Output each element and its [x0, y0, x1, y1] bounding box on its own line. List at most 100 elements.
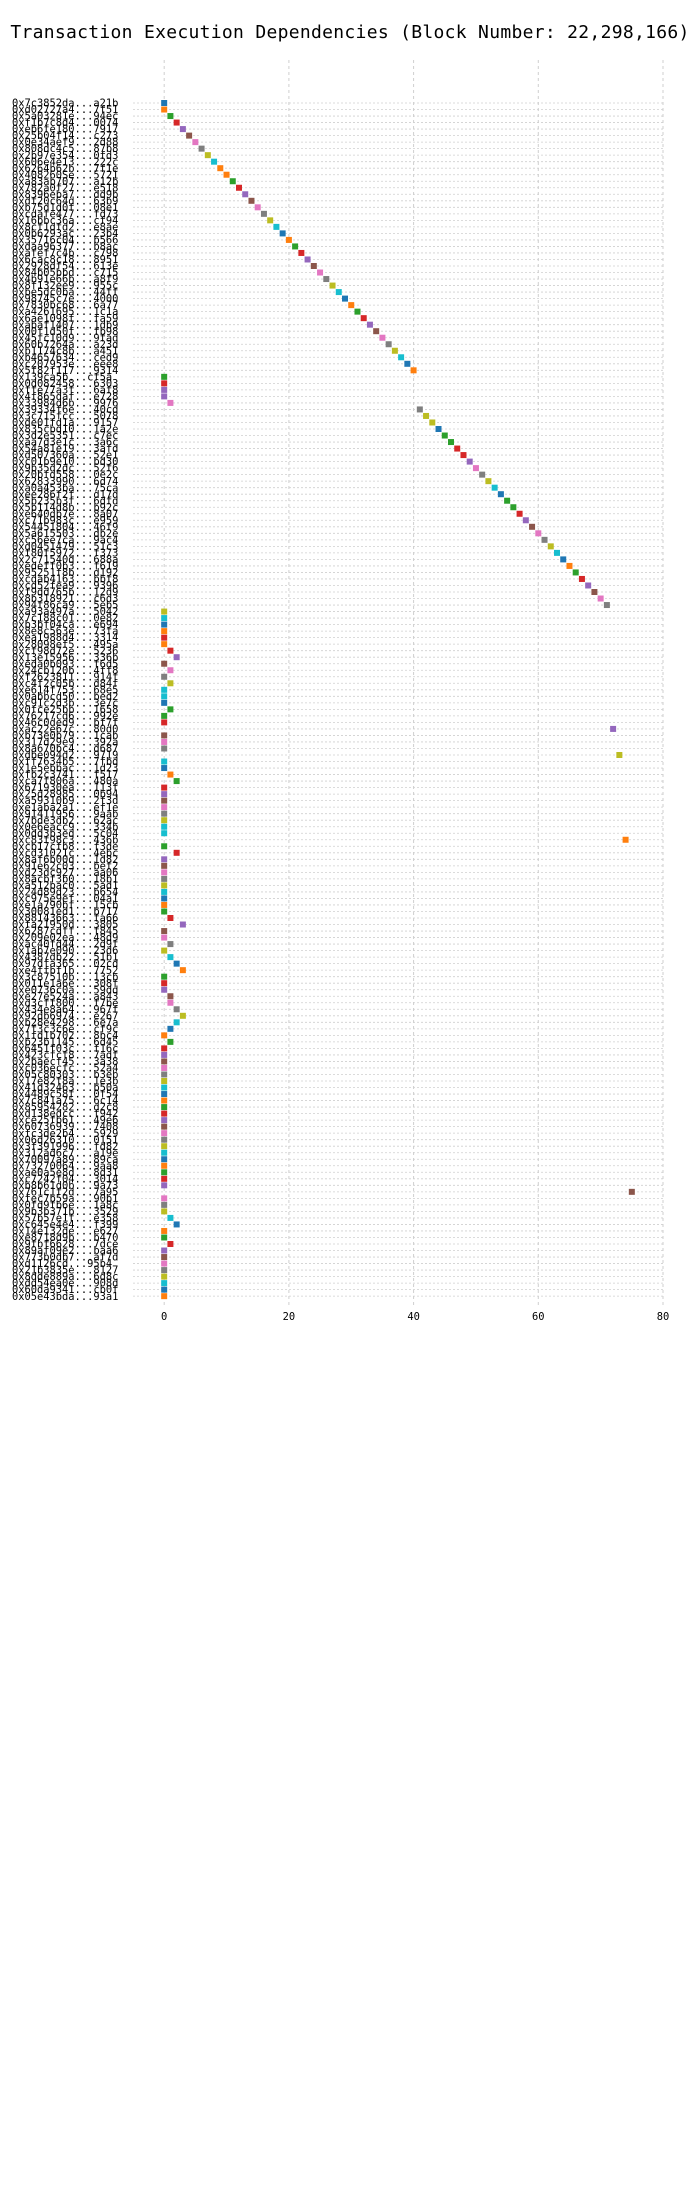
- data-point: [161, 823, 168, 830]
- y-tick-label: 0x8f132ee9...955c: [12, 280, 118, 292]
- y-tick-label: 0x5a03281e...94ec: [12, 111, 118, 123]
- y-tick-label: 0x60736939...7408: [12, 1121, 118, 1133]
- y-tick-label: 0x0fce25bb...1658: [12, 704, 118, 716]
- x-tick-label: 60: [532, 1311, 545, 1323]
- data-point: [167, 706, 174, 713]
- y-tick-label: 0xb28e4298...6e7a: [12, 1017, 118, 1029]
- data-point: [173, 778, 180, 785]
- y-tick-label: 0x209e02ea...48d9: [12, 932, 118, 944]
- data-point: [622, 836, 629, 843]
- data-point: [398, 354, 405, 361]
- data-point: [161, 380, 168, 387]
- y-tick-label: 0x60b7264a...a23d: [12, 339, 118, 351]
- y-tick-label: 0xc7242f04...3014: [12, 1173, 118, 1185]
- y-tick-label: 0x25d28985...0b94: [12, 789, 118, 801]
- y-tick-label: 0xc4f2c05b...d84f: [12, 678, 118, 690]
- data-point: [167, 941, 174, 948]
- y-tick-label: 0x91e62c03...bef2: [12, 860, 118, 872]
- data-point: [161, 641, 168, 648]
- y-tick-label: 0x92db6974...e267: [12, 1010, 118, 1022]
- data-point: [472, 465, 479, 472]
- data-point: [161, 712, 168, 719]
- y-tick-label: 0x408260Se...5721: [12, 169, 118, 181]
- data-point: [161, 1208, 168, 1215]
- data-point: [161, 869, 168, 876]
- data-point: [404, 360, 411, 367]
- y-tick-label: 0x8dde889a...6d8c: [12, 1271, 118, 1283]
- y-tick-label: 0x17e82f8a...1e3b: [12, 1076, 118, 1088]
- data-point: [204, 152, 211, 159]
- data-point: [167, 771, 174, 778]
- y-tick-label: 0xcdab4163...bbf8: [12, 574, 118, 586]
- data-point: [329, 282, 336, 289]
- y-tick-label: 0x70097a89...89ca: [12, 1154, 118, 1166]
- data-point: [485, 478, 492, 485]
- y-tick-label: 0x808dc4c5...87b8: [12, 143, 118, 155]
- y-tick-label: 0xfa21950d...3805: [12, 919, 118, 931]
- data-point: [161, 1280, 168, 1287]
- data-point: [161, 856, 168, 863]
- data-point: [161, 1032, 168, 1039]
- x-tick-label: 20: [283, 1311, 296, 1323]
- data-point: [491, 484, 498, 491]
- data-point: [211, 158, 218, 165]
- data-point: [248, 197, 255, 204]
- data-point: [585, 582, 592, 589]
- y-tick-label: 0xaa7d3e1c...3a6c: [12, 437, 118, 449]
- y-tick-label: 0x94f86ca9...5eb5: [12, 600, 118, 612]
- data-point: [161, 1169, 168, 1176]
- data-point: [466, 458, 473, 465]
- data-point: [161, 888, 168, 895]
- y-tick-label: 0xf9dd765b...12d9: [12, 587, 118, 599]
- data-point: [304, 256, 311, 263]
- y-tick-label: 0xc71b983c...e959: [12, 515, 118, 527]
- data-point: [161, 1156, 168, 1163]
- data-point: [173, 1221, 180, 1228]
- y-tick-label: 0xc645e4e4...f399: [12, 1219, 118, 1231]
- y-tick-label: 0xa512bac0...5ad1: [12, 880, 118, 892]
- data-point: [335, 289, 342, 296]
- y-tick-label: 0xc207953e...eee8: [12, 358, 118, 370]
- data-point: [161, 908, 168, 915]
- data-point: [186, 132, 193, 139]
- data-point: [161, 1123, 168, 1130]
- y-tick-label: 0xeb6fe180...7917: [12, 124, 118, 136]
- data-point: [223, 171, 230, 178]
- data-point: [161, 673, 168, 680]
- data-point: [161, 1175, 168, 1182]
- y-tick-label: 0x91411956...9aab: [12, 808, 118, 820]
- data-point: [161, 660, 168, 667]
- y-tick-label: 0x0dd3b3ed...5c04: [12, 828, 118, 840]
- data-point: [578, 575, 585, 582]
- y-tick-label: 0xcdafe477...fd73: [12, 208, 118, 220]
- y-tick-label: 0xb23b1145...6d45: [12, 1036, 118, 1048]
- data-point: [391, 347, 398, 354]
- y-tick-label: 0xa83ab707...a12b: [12, 176, 118, 188]
- data-point: [161, 817, 168, 824]
- y-tick-label: 0x6cac8c18...8951: [12, 254, 118, 266]
- y-tick-label: 0xd507360a...52e1: [12, 450, 118, 462]
- data-point: [161, 901, 168, 908]
- data-point: [161, 1267, 168, 1274]
- y-tick-label: 0xe0736c0a...59dd: [12, 984, 118, 996]
- y-tick-label: 0x2928df54...613e: [12, 261, 118, 273]
- y-tick-label: 0x0abbcd50...bed2: [12, 691, 118, 703]
- y-tick-label: 0x5b114d8b...b92c: [12, 502, 118, 514]
- y-tick-label: 0x4387db22...51b1: [12, 952, 118, 964]
- y-tick-label: 0xffe77a3f...6af8: [12, 384, 118, 396]
- data-point: [161, 986, 168, 993]
- data-point: [161, 843, 168, 850]
- y-tick-label: 0x54a81e19...3afd: [12, 443, 118, 455]
- data-point: [161, 693, 168, 700]
- y-tick-label: 0x8af6b00d...1d82: [12, 854, 118, 866]
- data-point: [161, 615, 168, 622]
- data-point: [161, 621, 168, 628]
- data-point: [310, 263, 317, 269]
- y-tick-label: 0x5a615503...db2e: [12, 528, 118, 540]
- data-point: [373, 328, 380, 335]
- y-tick-label: 0x0b6293ac...23b4: [12, 228, 118, 240]
- y-tick-label: 0x05e43bda...93a1: [12, 1291, 118, 1303]
- y-tick-label: 0xc83f98c3...436b: [12, 834, 118, 846]
- y-tick-label: 0x312ad6c7...a19e: [12, 1147, 118, 1159]
- y-tick-label: 0x14e132de...e627: [12, 1226, 118, 1238]
